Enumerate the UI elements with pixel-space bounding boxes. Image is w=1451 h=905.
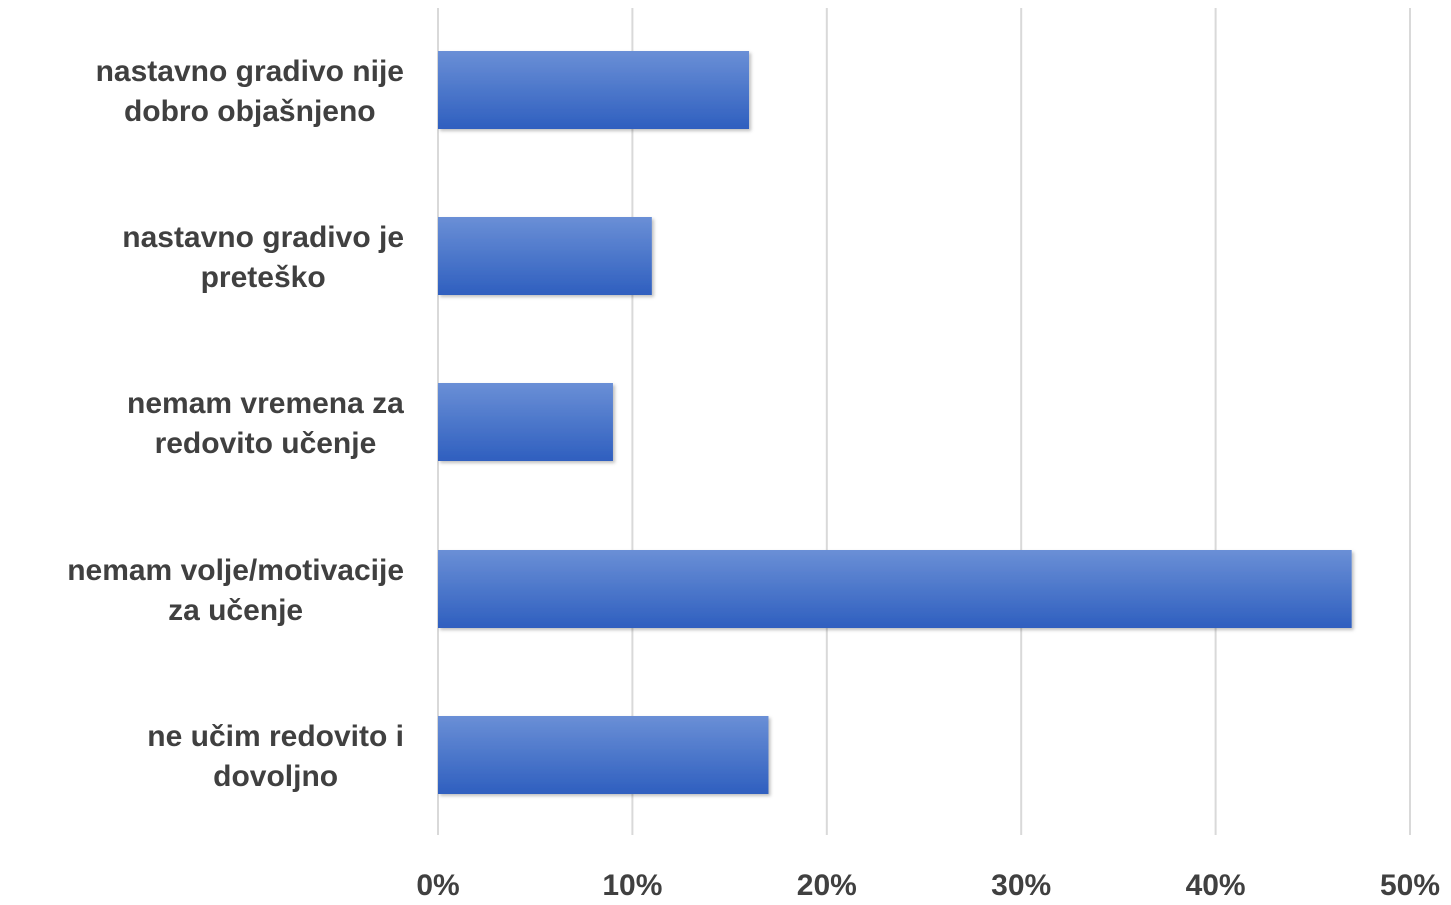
category-label: nastavno gradivo je preteško: [122, 221, 404, 294]
bar: [438, 51, 750, 129]
category-label-line: redovito učenje: [155, 427, 377, 460]
x-tick-label: 40%: [1186, 869, 1246, 900]
category-label: ne učim redovito i dovoljno: [147, 720, 404, 793]
x-axis-tick-labels: 0% 10% 20% 30% 40% 50%: [416, 869, 1440, 902]
category-label: nastavno gradivo nije dobro objašnjeno: [96, 55, 404, 128]
category-label-line: dobro objašnjeno: [124, 95, 376, 128]
category-label-line: za učenje: [168, 594, 303, 627]
x-tick-label: 0%: [416, 869, 459, 900]
category-label-line: preteško: [201, 261, 326, 294]
bar: [438, 716, 769, 794]
bar: [438, 217, 652, 295]
category-labels: nastavno gradivo nije dobro objašnjenonas…: [67, 55, 404, 793]
category-label-line: nastavno gradivo je: [122, 221, 404, 254]
category-label-line: nastavno gradivo nije: [96, 55, 404, 88]
x-tick-label: 30%: [991, 869, 1051, 900]
category-label-line: dovoljno: [213, 760, 338, 793]
category-label: nemam vremena za redovito učenje: [127, 387, 404, 460]
category-label-line: nemam vremena za: [127, 387, 404, 420]
x-tick-label: 50%: [1380, 869, 1440, 900]
x-tick-label: 10%: [602, 869, 662, 900]
bar: [438, 383, 613, 461]
category-label-line: ne učim redovito i: [147, 720, 404, 753]
category-label-line: nemam volje/motivacije: [67, 554, 404, 587]
category-label: nemam volje/motivacije za učenje: [67, 554, 404, 627]
gridlines: [437, 8, 1411, 835]
bars: [438, 51, 1352, 794]
bar: [438, 550, 1352, 628]
x-tick-label: 20%: [797, 869, 857, 900]
